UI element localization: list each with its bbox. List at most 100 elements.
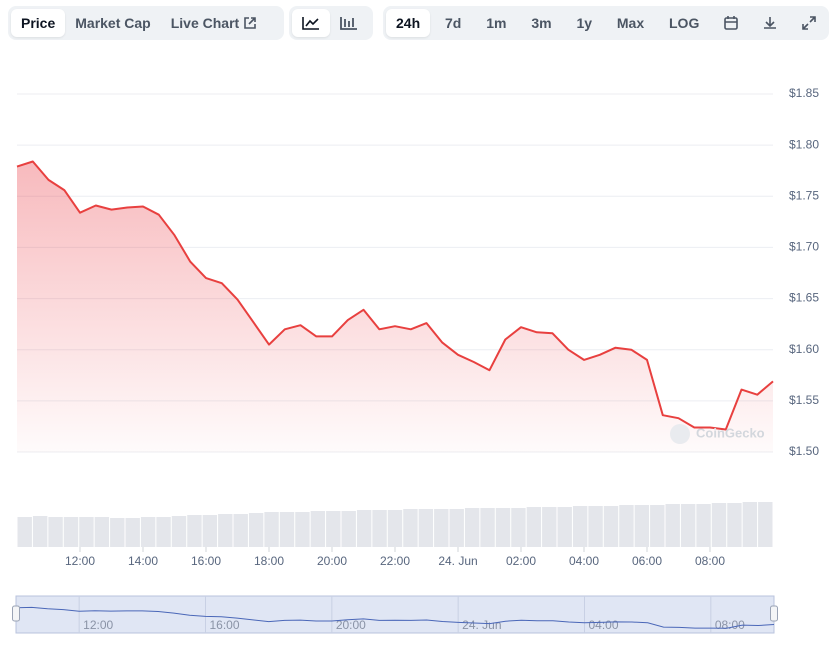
volume-bar	[218, 514, 233, 547]
line-style[interactable]	[292, 9, 330, 37]
volume-bar	[48, 517, 63, 547]
volume-bar	[341, 511, 356, 547]
volume-bar	[310, 511, 326, 547]
navigator-handle	[12, 605, 20, 622]
x-tick-label: 20:00	[317, 554, 347, 568]
volume-bar	[187, 515, 202, 547]
volume-bar	[526, 507, 542, 547]
navigator-label: 24. Jun	[462, 618, 501, 632]
volume-bar	[17, 517, 32, 547]
navigator-label: 04:00	[589, 618, 619, 632]
navigator	[15, 595, 775, 634]
range-24h[interactable]: 24h	[386, 9, 431, 37]
candle-style[interactable]	[330, 9, 368, 37]
y-tick-label: $1.50	[789, 444, 819, 458]
x-tick-label: 04:00	[569, 554, 599, 568]
volume-bar	[156, 517, 171, 547]
volume-bar	[387, 510, 403, 547]
tab-live-chart[interactable]: Live Chart	[161, 9, 267, 37]
volume-bar	[511, 508, 526, 547]
y-tick-label: $1.70	[789, 240, 819, 254]
volume-bar	[495, 508, 511, 547]
volume-bar	[711, 503, 727, 547]
view-tabs: Price Market Cap Live Chart	[8, 6, 284, 40]
volume-bar	[650, 505, 665, 547]
volume-bar	[464, 508, 480, 547]
download[interactable]	[753, 9, 787, 37]
x-tick-label: 14:00	[128, 554, 158, 568]
navigator-label: 16:00	[210, 618, 240, 632]
tab-price[interactable]: Price	[11, 9, 66, 37]
range-1y[interactable]: 1y	[576, 15, 593, 31]
y-tick-label: $1.75	[789, 188, 819, 202]
volume-bar	[588, 506, 603, 547]
x-tick-label: 08:00	[695, 554, 725, 568]
watermark-logo	[670, 424, 690, 444]
volume-bar	[434, 509, 449, 547]
volume-bar	[634, 505, 650, 547]
log-toggle[interactable]: LOG	[669, 15, 700, 31]
volume-bar	[542, 507, 557, 547]
y-tick-label: $1.65	[789, 291, 819, 305]
volume-bar	[79, 517, 94, 547]
volume-bar	[727, 503, 742, 547]
range-3m[interactable]: 3m	[531, 15, 552, 31]
volume-bar	[356, 510, 372, 547]
x-tick-label: 02:00	[506, 554, 536, 568]
download-icon	[764, 17, 777, 29]
navigator-handle	[770, 605, 778, 622]
volume-bar	[171, 516, 187, 547]
volume-bar	[403, 509, 418, 547]
line-icon	[302, 17, 319, 30]
volume-bar	[326, 511, 341, 547]
volume-bar	[125, 518, 140, 547]
chart-style	[289, 6, 373, 40]
volume-bar	[449, 509, 464, 547]
x-tick-label: 06:00	[632, 554, 662, 568]
x-tick-label: 18:00	[254, 554, 284, 568]
calendar[interactable]	[714, 9, 748, 37]
fullscreen[interactable]	[792, 9, 826, 37]
external-icon	[244, 17, 256, 29]
volume-bar	[32, 516, 48, 547]
y-tick-label: $1.55	[789, 393, 819, 407]
volume-bar	[603, 506, 619, 547]
price-line	[16, 160, 774, 431]
range-tabs: 24h 7d 1m 3m 1y Max LOG	[383, 6, 829, 40]
watermark: CoinGecko	[696, 425, 765, 440]
calendar-icon	[724, 16, 739, 30]
volume-bar	[557, 507, 572, 547]
range-1m[interactable]: 1m	[486, 15, 507, 31]
volume-bar	[279, 512, 295, 547]
tab-market-cap[interactable]: Market Cap	[75, 15, 151, 31]
volume-bar	[696, 504, 711, 547]
x-tick-label: 22:00	[380, 554, 410, 568]
y-tick-label: $1.80	[789, 137, 819, 151]
candle-icon	[340, 17, 357, 30]
volume-bar	[233, 514, 248, 547]
volume-bar	[742, 502, 758, 547]
volume-bar	[63, 517, 79, 547]
live-chart-label: Live Chart	[170, 15, 240, 31]
volume-bar	[680, 504, 696, 547]
volume-bar	[758, 502, 773, 547]
volume-bar	[248, 513, 264, 547]
volume-bar	[140, 517, 156, 547]
volume-bar	[418, 509, 434, 547]
x-tick-label: 24. Jun	[438, 554, 477, 568]
volume-bar	[665, 504, 680, 547]
y-tick-label: $1.85	[789, 86, 819, 100]
volume-bar	[264, 512, 279, 547]
volume-bar	[202, 515, 218, 547]
price-area	[17, 161, 773, 452]
x-tick-label: 16:00	[191, 554, 221, 568]
volume-bar	[94, 517, 110, 547]
volume-bar	[295, 512, 310, 547]
volume-bar	[619, 505, 634, 547]
volume-bar	[480, 508, 495, 547]
range-max[interactable]: Max	[616, 15, 645, 31]
range-7d[interactable]: 7d	[445, 15, 462, 31]
x-tick-label: 12:00	[65, 554, 95, 568]
